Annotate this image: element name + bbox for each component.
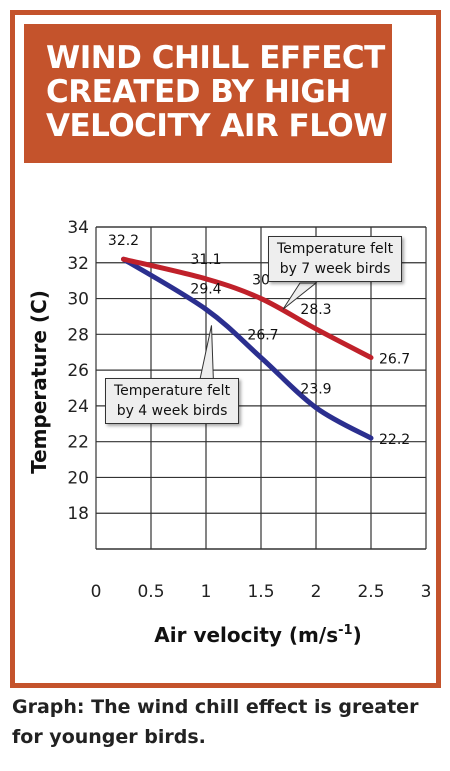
- x-tick-label-0: 0: [91, 582, 102, 602]
- series-lines: [121, 256, 374, 441]
- data-label-7wk-4: 26.7: [379, 352, 410, 368]
- y-axis-title: Temperature (C): [27, 290, 51, 474]
- series-line-7-week: [121, 256, 374, 361]
- x-axis-title-main: Air velocity (m/s: [154, 623, 338, 647]
- data-label-7wk-2: 30: [252, 273, 270, 289]
- data-labels: 32.2 31.1 30 28.3 26.7 29.4 26.7 23.9 22.2: [108, 233, 410, 448]
- title-box: WIND CHILL EFFECT CREATED BY HIGH VELOCI…: [24, 24, 392, 163]
- line-chart: 0 0.5 1 1.5 2 2.5 3 18 20 22 24 26 28 30 32 34 32.2 31.1…: [27, 218, 431, 647]
- y-tick-label-5: 28: [67, 325, 89, 345]
- grid: [95, 226, 427, 550]
- callout-4-week-birds: Temperature felt by 4 week birds: [105, 378, 240, 424]
- series-line-4-week: [121, 256, 374, 441]
- y-tick-label-0: 18: [67, 504, 89, 524]
- caption-line-1: Graph: The wind chill effect is greater: [12, 696, 419, 718]
- x-tick-label-6: 3: [421, 582, 432, 602]
- x-tick-label-1: 0.5: [137, 582, 164, 602]
- title-line-1: WIND CHILL EFFECT: [46, 40, 385, 76]
- x-tick-label-3: 1.5: [247, 582, 274, 602]
- x-tick-label-4: 2: [311, 582, 322, 602]
- callout-7wk-line-1: Temperature felt: [277, 241, 394, 257]
- callout-4wk-line-1: Temperature felt: [114, 383, 231, 399]
- figure-caption: Graph: The wind chill effect is greater …: [12, 692, 442, 752]
- y-tick-label-4: 26: [67, 361, 89, 381]
- y-tick-label-2: 22: [67, 433, 89, 453]
- y-tick-label-3: 24: [67, 397, 89, 417]
- data-label-7wk-0: 32.2: [108, 233, 139, 249]
- y-tick-label-7: 32: [67, 254, 89, 274]
- y-tick-label-8: 34: [67, 218, 89, 238]
- x-axis-title-sup: -1: [338, 623, 352, 638]
- callout-7-week-birds: Temperature felt by 7 week birds: [268, 236, 403, 282]
- caption-line-2: for younger birds.: [12, 726, 206, 748]
- title-line-2: CREATED BY HIGH: [46, 74, 351, 110]
- data-label-4wk-1: 29.4: [190, 281, 221, 297]
- y-tick-label-1: 20: [67, 468, 89, 488]
- data-label-7wk-1: 31.1: [190, 252, 221, 268]
- x-tick-label-5: 2.5: [357, 582, 384, 602]
- callout-4wk-line-2: by 4 week birds: [116, 403, 228, 419]
- callout-pointer-7wk: [282, 282, 318, 310]
- callout-7wk-line-2: by 7 week birds: [279, 261, 391, 277]
- data-label-4wk-4: 22.2: [379, 432, 410, 448]
- data-label-4wk-2: 26.7: [247, 328, 278, 344]
- x-axis-title-end: ): [353, 623, 362, 647]
- axis-ticks: 0 0.5 1 1.5 2 2.5 3 18 20 22 24 26 28 30 32 34: [67, 218, 431, 602]
- data-label-7wk-3: 28.3: [300, 302, 331, 318]
- data-label-4wk-3: 23.9: [300, 382, 331, 398]
- x-tick-label-2: 1: [201, 582, 212, 602]
- y-tick-label-6: 30: [67, 290, 89, 310]
- title-line-3: VELOCITY AIR FLOW: [46, 108, 387, 144]
- x-axis-title: Air velocity (m/s-1): [154, 623, 361, 647]
